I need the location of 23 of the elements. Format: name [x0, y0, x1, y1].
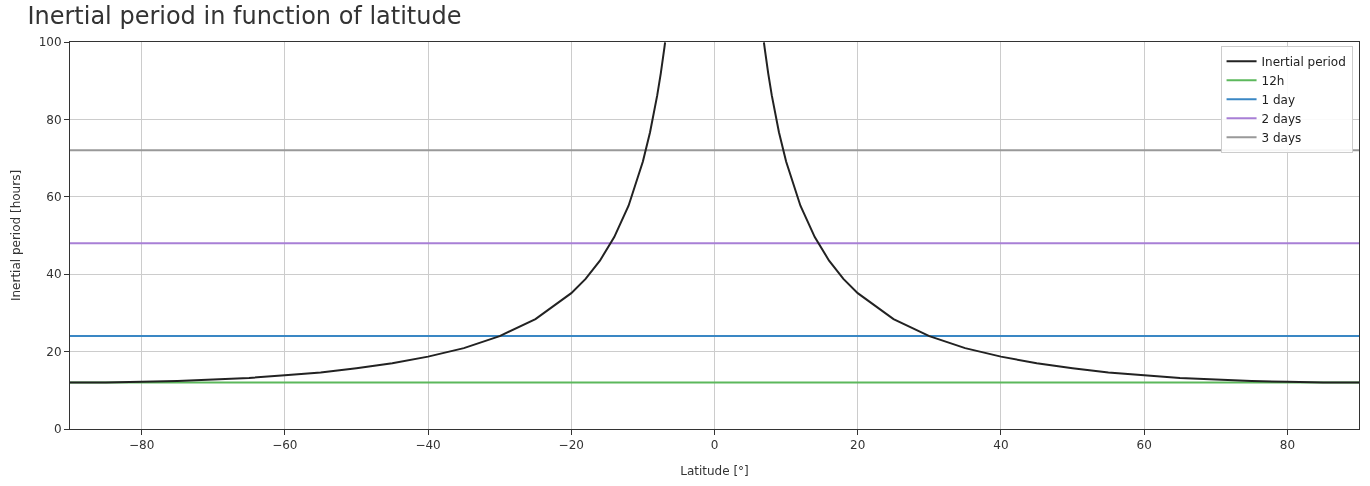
y-tick-label: 0 [53, 422, 62, 437]
x-tick-label: 40 [993, 438, 1009, 453]
y-axis-title: Inertial period [hours] [8, 169, 23, 302]
legend-label: 12h [1261, 74, 1285, 89]
y-tick-label: 20 [46, 344, 62, 359]
y-tick-label: 40 [46, 267, 62, 282]
legend-label: 3 days [1261, 131, 1302, 146]
x-tick-label: −20 [558, 438, 584, 453]
legend-label: 1 day [1261, 93, 1296, 108]
x-tick-label: 60 [1136, 438, 1152, 453]
chart-title: Inertial period in function of latitude [27, 2, 462, 31]
x-tick-label: 20 [850, 438, 866, 453]
y-tick-label: 60 [46, 190, 62, 204]
legend-label: Inertial period [1261, 55, 1346, 70]
y-tick-label: 100 [38, 35, 62, 50]
x-tick-label: −40 [415, 438, 441, 453]
x-tick-label: 80 [1279, 438, 1296, 453]
x-tick-label: 0 [710, 438, 719, 453]
x-tick-label: −60 [272, 438, 298, 453]
y-tick-label: 80 [46, 112, 62, 127]
x-tick-label: −80 [128, 438, 155, 453]
legend-label: 2 days [1261, 112, 1302, 127]
x-axis-title: Latitude [°] [680, 464, 749, 479]
